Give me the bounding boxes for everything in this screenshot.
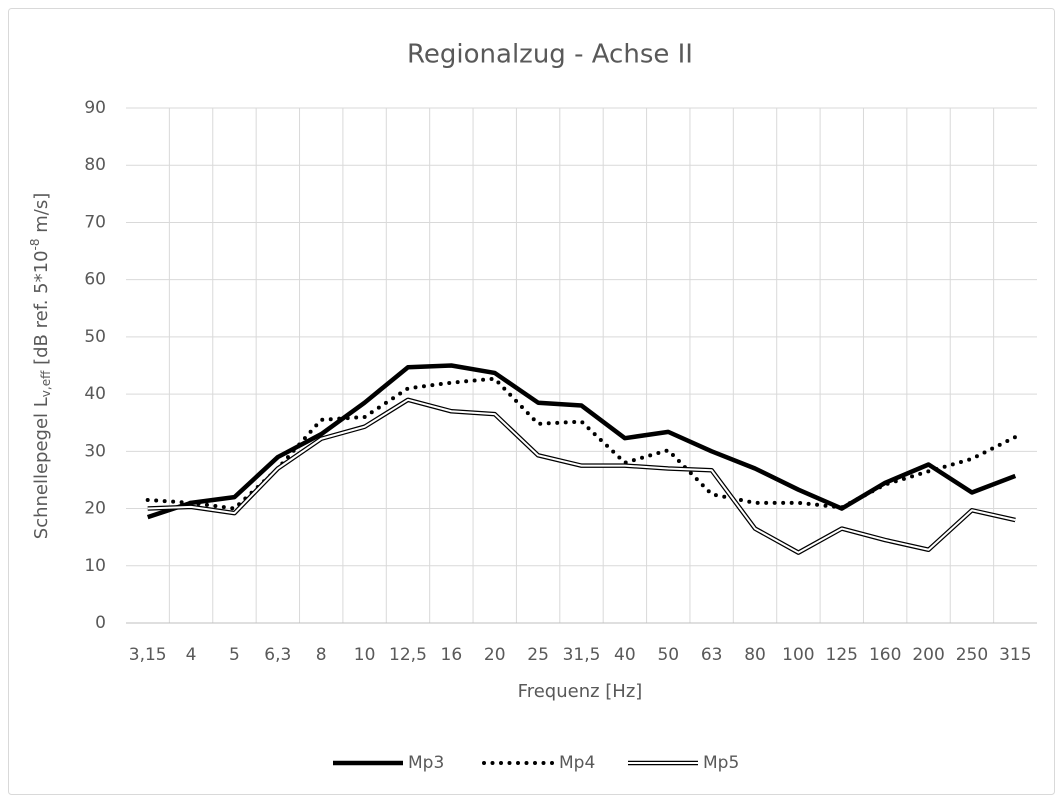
y-tick-label: 90 — [84, 98, 106, 118]
y-label-part: m/s] — [31, 193, 52, 239]
x-tick-label: 6,3 — [264, 645, 291, 665]
x-tick-label: 80 — [744, 645, 766, 665]
x-tick-label: 4 — [186, 645, 197, 665]
y-tick-label: 80 — [84, 155, 106, 175]
y-tick-label: 0 — [95, 613, 106, 633]
y-label-sup: -8 — [28, 238, 42, 250]
x-tick-label: 63 — [701, 645, 723, 665]
y-tick-label: 30 — [84, 441, 106, 461]
y-tick-label: 40 — [84, 384, 106, 404]
series-line-inner — [147, 398, 1016, 554]
x-tick-label: 12,5 — [389, 645, 427, 665]
y-axis-label: Schnellepegel Lv,eff [dB ref. 5*10-8 m/s… — [28, 193, 53, 539]
legend-label: Mp3 — [408, 753, 444, 773]
y-tick-label: 70 — [84, 212, 106, 232]
x-tick-label: 40 — [614, 645, 636, 665]
chart-title: Regionalzug - Achse II — [407, 40, 693, 70]
y-label-sub: v,eff — [39, 370, 53, 397]
y-label-part: Schnellepegel L — [31, 397, 52, 539]
x-tick-label: 50 — [657, 645, 679, 665]
x-tick-label: 315 — [999, 645, 1031, 665]
legend-label: Mp5 — [703, 753, 739, 773]
x-tick-label: 160 — [869, 645, 901, 665]
x-tick-label: 8 — [316, 645, 327, 665]
series-line — [145, 376, 1018, 511]
x-axis-label: Frequenz [Hz] — [518, 681, 643, 702]
y-tick-label: 20 — [84, 499, 106, 519]
x-tick-label: 100 — [782, 645, 814, 665]
x-tick-label: 31,5 — [563, 645, 601, 665]
x-tick-label: 16 — [441, 645, 463, 665]
x-tick-label: 200 — [912, 645, 944, 665]
y-label-part: [dB ref. 5*10 — [31, 250, 52, 370]
x-tick-label: 3,15 — [129, 645, 167, 665]
x-tick-label: 250 — [956, 645, 988, 665]
y-tick-label: 10 — [84, 556, 106, 576]
x-tick-label: 20 — [484, 645, 506, 665]
chart-border — [8, 8, 1055, 795]
x-tick-label: 25 — [527, 645, 549, 665]
legend-label: Mp4 — [559, 753, 595, 773]
y-tick-label: 60 — [84, 270, 106, 290]
x-tick-label: 5 — [229, 645, 240, 665]
x-tick-label: 10 — [354, 645, 376, 665]
x-tick-label: 125 — [826, 645, 858, 665]
y-tick-label: 50 — [84, 327, 106, 347]
